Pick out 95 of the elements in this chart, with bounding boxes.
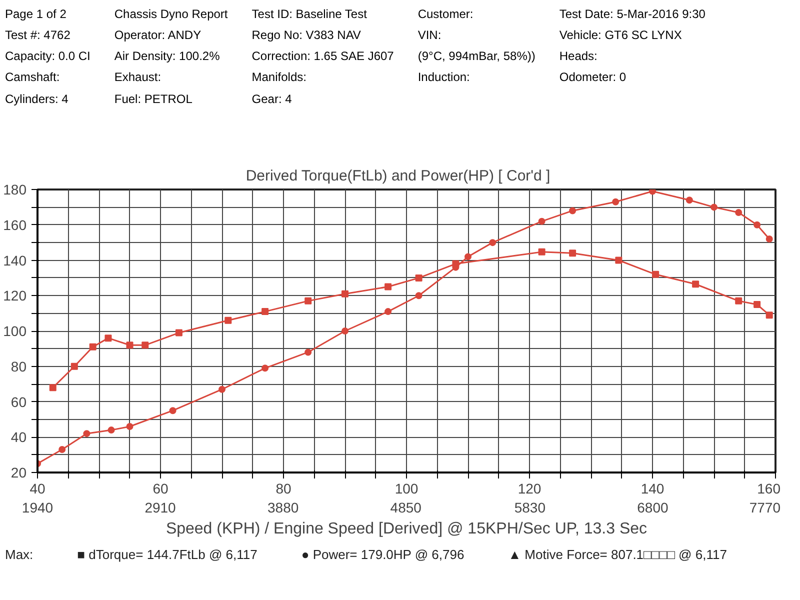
point xyxy=(262,364,269,372)
point xyxy=(538,218,546,225)
chart-title: Derived Torque(FtLb) and Power(HP) [ Cor'd ] xyxy=(246,168,550,184)
y-tick-label: 160 xyxy=(3,216,27,233)
point xyxy=(49,384,56,392)
y-tick-label: 180 xyxy=(3,182,27,198)
x-tick-label: 100 xyxy=(394,480,418,496)
text: Induction: xyxy=(418,69,471,86)
y-tick-label: 120 xyxy=(3,288,27,304)
point xyxy=(692,280,700,288)
x-tick-label: 40 xyxy=(30,480,46,496)
point xyxy=(710,204,718,211)
point xyxy=(615,256,622,264)
point xyxy=(754,300,761,308)
point xyxy=(464,253,472,260)
x-tick-label: 80 xyxy=(276,480,292,496)
text: Camshaft: xyxy=(5,69,61,86)
y-tick-label: 100 xyxy=(3,323,27,339)
point xyxy=(58,446,66,453)
x2-tick-label: 6800 xyxy=(637,500,668,516)
x2-tick-label: 2910 xyxy=(144,500,176,516)
point xyxy=(304,348,312,356)
point xyxy=(612,198,620,206)
point xyxy=(686,196,693,204)
point xyxy=(126,423,134,430)
point xyxy=(569,207,576,214)
text: Manifolds: xyxy=(252,69,308,86)
y-tick-label: 20 xyxy=(10,464,27,480)
x2-tick-label: 7770 xyxy=(749,500,781,516)
point xyxy=(384,283,392,290)
text: Gear: 4 xyxy=(252,90,293,108)
x-tick-label: 160 xyxy=(757,480,781,496)
point xyxy=(489,239,496,246)
text: Exhaust: xyxy=(114,69,162,86)
text: ▲ Motive Force= 807.1□□□□ @ 6,117 xyxy=(508,546,727,564)
x-axis-title: Speed (KPH) / Engine Speed [Derived] @ 15KPH/Sec UP, 13.3 Sec xyxy=(166,520,648,538)
point xyxy=(766,236,773,243)
text: Cylinders: 4 xyxy=(5,90,70,108)
point xyxy=(569,250,576,257)
point xyxy=(83,430,90,438)
x-tick-label: 60 xyxy=(152,480,168,496)
y-tick-label: 40 xyxy=(10,429,27,446)
text: Test #: 4762 xyxy=(5,27,72,44)
point xyxy=(342,290,348,298)
text: Heads: xyxy=(559,48,598,66)
point xyxy=(169,407,176,414)
point xyxy=(262,308,269,316)
y-tick-label: 80 xyxy=(10,358,27,374)
text: ■ dTorque= 144.7FtLb @ 6,117 xyxy=(77,546,258,564)
text: Test Date: 5-Mar-2016 9:30 xyxy=(559,6,706,23)
text: Odometer: 0 xyxy=(559,69,628,86)
x-tick-label: 140 xyxy=(640,480,664,496)
text: Correction: 1.65 SAE J607 xyxy=(252,48,394,66)
y-tick-label: 60 xyxy=(10,394,27,410)
y-tick-label: 140 xyxy=(3,252,27,268)
text: Air Density: 100.2% xyxy=(114,48,221,66)
point xyxy=(218,386,226,393)
point xyxy=(224,316,232,324)
text: Test ID: Baseline Test xyxy=(252,6,368,23)
point xyxy=(652,270,660,278)
text: Operator: ANDY xyxy=(114,27,202,44)
point xyxy=(126,342,134,349)
text: (9°C, 994mBar, 58%)) xyxy=(418,48,536,66)
x2-tick-label: 4850 xyxy=(390,500,422,516)
text: VIN: xyxy=(418,27,442,44)
point xyxy=(342,328,348,334)
point xyxy=(754,221,761,228)
point xyxy=(415,274,422,282)
x2-tick-label: 1940 xyxy=(22,500,54,516)
point xyxy=(70,362,78,370)
text: Chassis Dyno Report xyxy=(114,6,228,23)
point xyxy=(735,297,742,304)
text: Max: xyxy=(5,546,34,564)
point xyxy=(735,209,742,216)
point xyxy=(538,248,546,256)
point xyxy=(104,334,112,342)
point xyxy=(766,312,773,319)
text: Vehicle: GT6 SC LYNX xyxy=(559,27,683,44)
point xyxy=(142,342,149,349)
text: Fuel: PETROL xyxy=(114,90,194,108)
text: Page 1 of 2 xyxy=(5,6,68,23)
point xyxy=(649,190,656,195)
text: Customer: xyxy=(418,6,474,23)
point xyxy=(304,297,312,304)
point xyxy=(384,308,392,316)
point xyxy=(89,343,96,350)
x2-tick-label: 5830 xyxy=(514,500,546,516)
point xyxy=(108,426,115,434)
point xyxy=(175,329,182,336)
point xyxy=(415,292,422,300)
text: ● Power= 179.0HP @ 6,796 xyxy=(301,546,464,564)
text: Rego No: V383 NAV xyxy=(252,27,362,44)
text: Capacity: 0.0 CI xyxy=(5,48,90,66)
x-tick-label: 120 xyxy=(518,480,542,496)
x2-tick-label: 3880 xyxy=(268,500,299,516)
